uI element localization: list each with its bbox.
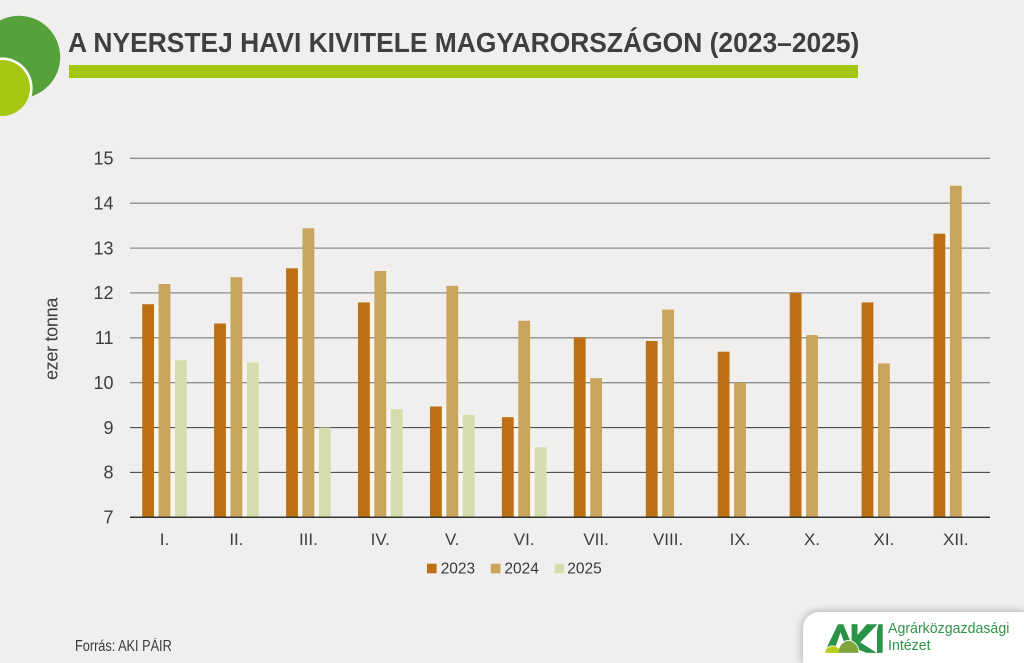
svg-text:VII.: VII.	[583, 530, 609, 549]
svg-text:III.: III.	[299, 530, 318, 549]
svg-text:IX.: IX.	[730, 530, 751, 549]
svg-text:2023: 2023	[441, 560, 475, 577]
svg-text:II.: II.	[229, 530, 243, 549]
svg-text:13: 13	[93, 238, 113, 258]
svg-text:ezer tonna: ezer tonna	[42, 297, 62, 380]
svg-text:X.: X.	[804, 530, 820, 549]
svg-text:VI.: VI.	[514, 530, 535, 549]
svg-text:VIII.: VIII.	[653, 530, 683, 549]
svg-text:V.: V.	[445, 530, 460, 549]
svg-text:7: 7	[103, 508, 113, 528]
svg-text:14: 14	[93, 194, 113, 214]
svg-text:XI.: XI.	[874, 530, 895, 549]
svg-text:15: 15	[93, 149, 113, 169]
svg-text:2025: 2025	[567, 560, 601, 577]
svg-text:IV.: IV.	[371, 530, 390, 549]
svg-text:9: 9	[103, 418, 113, 438]
svg-text:XII.: XII.	[943, 530, 969, 549]
svg-text:8: 8	[103, 463, 113, 483]
svg-text:I.: I.	[160, 530, 169, 549]
svg-text:10: 10	[93, 373, 113, 393]
svg-text:12: 12	[93, 283, 113, 303]
svg-text:11: 11	[95, 328, 114, 348]
svg-text:2024: 2024	[504, 560, 539, 577]
